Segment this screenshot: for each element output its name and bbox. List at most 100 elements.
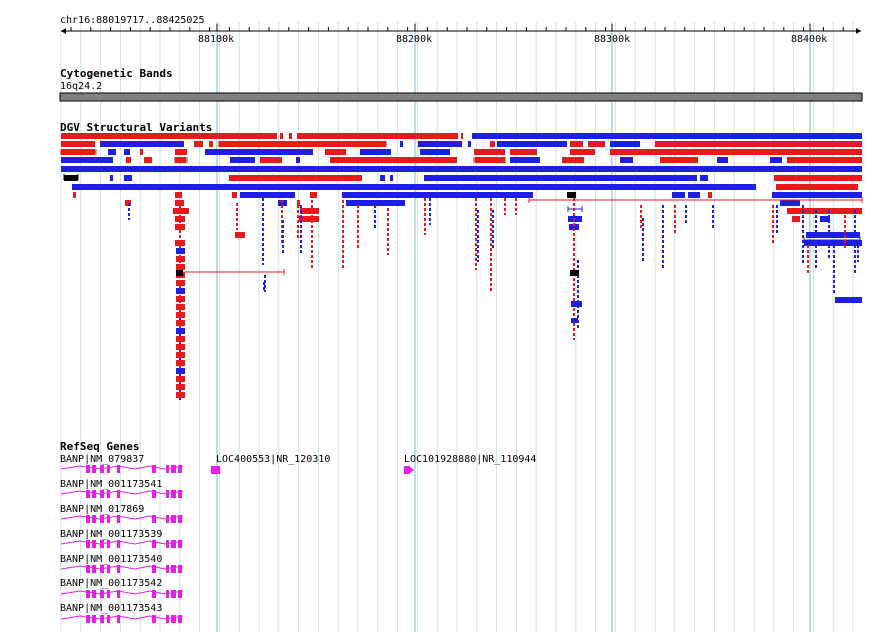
banp-gene-model-5-exon: [117, 590, 120, 598]
sv-feature: [176, 280, 185, 286]
banp-gene-model-3-exon: [100, 540, 104, 548]
ruler-arrow-right-icon: [856, 28, 861, 34]
sv-feature: [610, 141, 640, 147]
ruler-tick-label: 88300k: [594, 34, 631, 45]
banp-gene-model-5-exon: [92, 590, 96, 598]
gene-label-banp-nm-001173541[interactable]: BANP|NM_001173541: [60, 479, 163, 490]
banp-gene-model-2-exon: [171, 515, 176, 523]
sv-feature: [108, 149, 116, 155]
sv-feature: [176, 320, 185, 326]
banp-gene-model-2-exon: [92, 515, 96, 523]
banp-gene-model-0-exon: [92, 465, 96, 473]
gene-label-loc400553[interactable]: LOC400553|NR_120310: [216, 454, 331, 465]
sv-feature: [235, 232, 245, 238]
gene-label-banp-nm-001173542[interactable]: BANP|NM_001173542: [60, 578, 163, 589]
banp-gene-model-4-exon: [117, 565, 120, 573]
banp-gene-model-3-exon: [171, 540, 176, 548]
sv-feature: [176, 392, 185, 398]
sv-feature: [346, 200, 405, 206]
sv-feature: [461, 133, 463, 139]
gene-label-banp-nm-001173543[interactable]: BANP|NM_001173543: [60, 603, 163, 614]
sv-feature: [176, 248, 185, 254]
banp-gene-model-6-exon: [117, 615, 120, 623]
banp-gene-model-6-exon: [178, 615, 182, 623]
sv-feature: [474, 149, 505, 155]
sv-feature: [787, 157, 795, 163]
sv-feature: [176, 352, 185, 358]
sv-feature: [772, 192, 862, 198]
sv-feature: [176, 312, 185, 318]
banp-gene-model-4-exon: [92, 565, 96, 573]
banp-gene-model-4-exon: [171, 565, 176, 573]
sv-feature: [140, 149, 143, 155]
sv-feature: [144, 157, 152, 163]
banp-gene-model-5-exon: [166, 590, 169, 598]
banp-gene-model-3-exon: [117, 540, 120, 548]
sv-feature: [280, 133, 283, 139]
region-label: chr16:88019717..88425025: [60, 15, 205, 26]
gene-label-banp-nm-017869[interactable]: BANP|NM_017869: [60, 504, 145, 515]
sv-feature: [205, 149, 313, 155]
sv-feature: [297, 200, 300, 206]
banp-gene-model-1-exon: [107, 490, 110, 498]
sv-feature: [175, 149, 187, 155]
sv-feature: [194, 141, 203, 147]
sv-feature: [124, 175, 132, 181]
loc400553-strand-arrow-icon: [210, 467, 214, 473]
sv-feature: [588, 141, 605, 147]
sv-feature: [126, 157, 131, 163]
gene-label-banp-nm-001173539[interactable]: BANP|NM_001173539: [60, 529, 163, 540]
ruler-tick-label: 88100k: [198, 34, 235, 45]
gene-label-loc101928880[interactable]: LOC101928880|NR_110944: [404, 454, 537, 465]
banp-gene-model-2-exon: [152, 515, 156, 523]
banp-gene-model-2-exon: [107, 515, 110, 523]
sv-feature: [232, 192, 237, 198]
sv-feature: [418, 141, 462, 147]
sv-feature: [835, 297, 862, 303]
sv-feature: [688, 192, 700, 198]
banp-gene-model-0-exon: [100, 465, 104, 473]
sv-feature: [176, 256, 185, 262]
banp-gene-model-0-intron: [60, 465, 184, 470]
sv-feature: [795, 157, 862, 163]
banp-gene-model-1-exon: [117, 490, 120, 498]
sv-feature: [176, 360, 185, 366]
banp-gene-model-2-exon: [117, 515, 120, 523]
banp-gene-model-6-exon: [152, 615, 156, 623]
banp-gene-model-3-exon: [86, 540, 90, 548]
dgv-track-title: DGV Structural Variants: [60, 121, 213, 134]
banp-gene-model-3-exon: [92, 540, 96, 548]
sv-feature: [300, 208, 319, 214]
banp-gene-model-0-exon: [86, 465, 90, 473]
sv-feature: [432, 175, 697, 181]
sv-feature: [497, 141, 567, 147]
sv-feature: [774, 175, 862, 181]
banp-gene-model-6-exon: [107, 615, 110, 623]
sv-feature: [310, 192, 317, 198]
banp-gene-model-1-exon: [86, 490, 90, 498]
sv-feature: [61, 141, 95, 147]
refseq-track-title: RefSeq Genes: [60, 440, 140, 453]
sv-feature: [700, 175, 708, 181]
sv-feature: [787, 208, 862, 214]
sv-feature: [61, 157, 113, 163]
banp-gene-model-4-exon: [152, 565, 156, 573]
sv-feature: [176, 344, 185, 350]
banp-gene-model-5-exon: [100, 590, 104, 598]
sv-feature: [510, 157, 540, 163]
gene-label-banp-nm-079837[interactable]: BANP|NM_079837: [60, 454, 145, 465]
banp-gene-model-0-exon: [117, 465, 120, 473]
sv-feature: [175, 216, 185, 222]
sv-feature: [176, 296, 185, 302]
gene-label-banp-nm-001173540[interactable]: BANP|NM_001173540: [60, 554, 163, 565]
banp-gene-model-3-exon: [107, 540, 110, 548]
sv-feature: [792, 216, 800, 222]
sv-feature: [708, 192, 712, 198]
sv-feature: [176, 368, 185, 374]
banp-gene-model-4-exon: [100, 565, 104, 573]
sv-feature: [342, 192, 533, 198]
sv-feature: [570, 149, 595, 155]
banp-gene-model-1-exon: [166, 490, 169, 498]
sv-feature: [260, 157, 282, 163]
